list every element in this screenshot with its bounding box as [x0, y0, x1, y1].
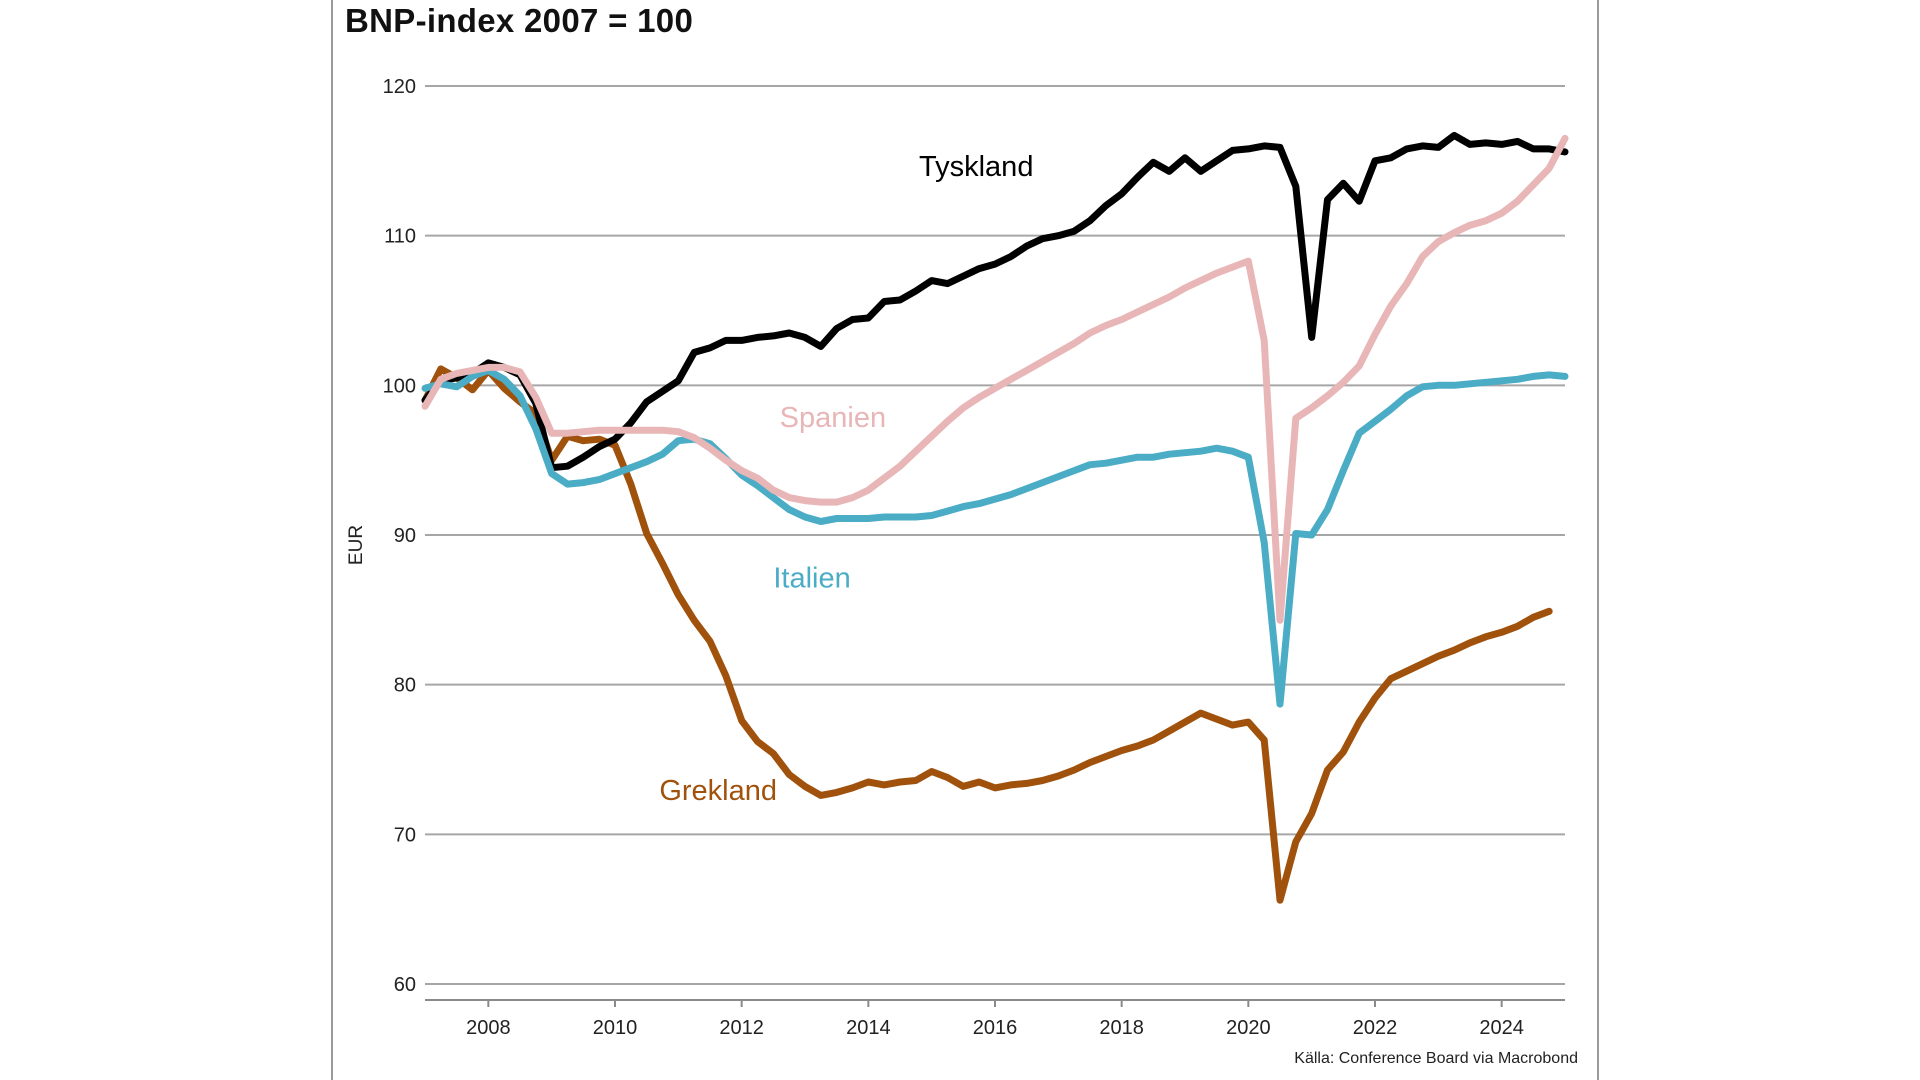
- y-tick-label-60: 60: [394, 974, 416, 996]
- x-tick-label-2020: 2020: [1226, 1017, 1271, 1039]
- x-tick-label-2012: 2012: [719, 1017, 764, 1039]
- x-tick-label-2010: 2010: [593, 1017, 638, 1039]
- x-tick-label-2014: 2014: [846, 1017, 891, 1039]
- series-label-spanien: Spanien: [780, 402, 886, 434]
- series-labels: Grekland Tyskland Italien Spanien: [659, 151, 1033, 807]
- x-tick-label-2016: 2016: [973, 1017, 1018, 1039]
- series-label-italien: Italien: [773, 562, 850, 594]
- y-axis-title: EUR: [346, 525, 367, 565]
- chart-frame: [331, 0, 1599, 1080]
- y-tick-label-70: 70: [394, 824, 416, 846]
- x-axis-ticks: 2008 2010 2012 2014 2016 2018 2020 2022 2024: [425, 999, 1565, 1039]
- y-tick-label-120: 120: [383, 76, 416, 98]
- series-line-spanien: [421, 134, 1569, 624]
- y-tick-label-100: 100: [383, 375, 416, 397]
- y-tick-label-90: 90: [394, 525, 416, 547]
- y-tick-label-110: 110: [384, 226, 416, 248]
- source-note: Källa: Conference Board via Macrobond: [1294, 1050, 1578, 1067]
- y-axis-ticks: 60 70 80 90 100 110 120: [383, 76, 416, 996]
- x-tick-label-2008: 2008: [466, 1017, 511, 1039]
- series-label-grekland: Grekland: [659, 775, 777, 807]
- x-tick-label-2024: 2024: [1479, 1017, 1524, 1039]
- y-tick-label-80: 80: [394, 675, 416, 697]
- series-line-italien: [421, 366, 1569, 708]
- gridlines: [425, 85, 1565, 985]
- series-lines: [421, 131, 1569, 904]
- x-tick-label-2018: 2018: [1099, 1017, 1144, 1039]
- chart-title: BNP-index 2007 = 100: [345, 2, 694, 39]
- x-tick-label-2022: 2022: [1353, 1017, 1398, 1039]
- series-label-tyskland: Tyskland: [919, 151, 1033, 183]
- series-line-tyskland: [421, 131, 1569, 472]
